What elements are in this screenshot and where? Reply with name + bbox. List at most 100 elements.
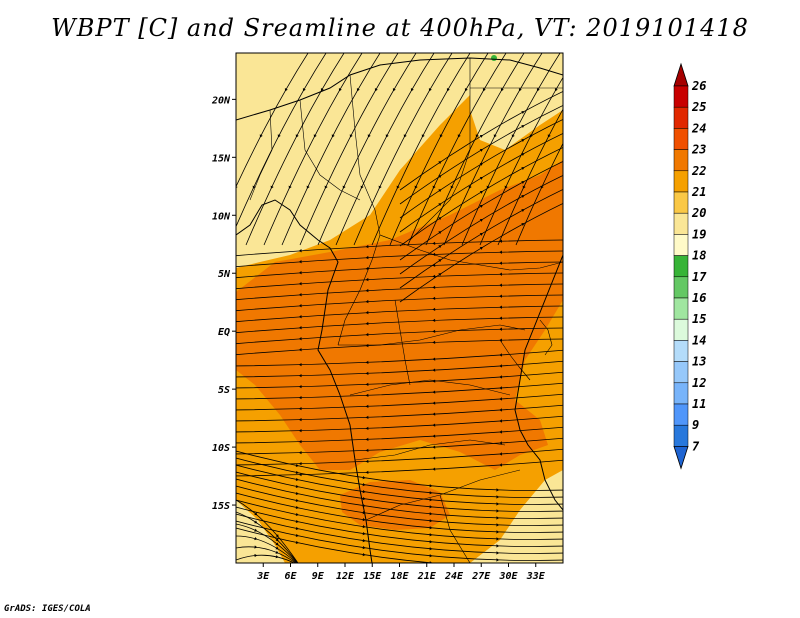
streamline-arrow <box>499 441 503 445</box>
streamline-arrow <box>499 294 502 298</box>
streamline-arrow <box>295 470 299 475</box>
colorbar-label: 26 <box>691 79 706 93</box>
streamline <box>263 53 363 246</box>
streamline-arrow <box>362 524 366 529</box>
streamline-arrow <box>432 340 436 345</box>
streamline-arrow <box>295 498 299 503</box>
streamline-arrow <box>496 516 500 520</box>
streamline-arrow <box>499 408 503 412</box>
streamline <box>236 338 563 356</box>
streamline-arrow <box>295 463 299 468</box>
streamline <box>236 499 299 563</box>
streamline-arrow <box>365 393 369 398</box>
streamline <box>236 283 563 301</box>
colorbar-label: 19 <box>692 227 706 241</box>
field-pale-northeast <box>470 53 563 150</box>
streamline-arrow <box>275 538 279 542</box>
streamline <box>236 546 297 563</box>
streamline-arrow <box>496 509 500 513</box>
streamline-arrow <box>536 88 540 92</box>
streamline-arrow <box>362 552 366 557</box>
streamline-arrow <box>298 362 302 367</box>
streamline-arrow <box>298 282 302 286</box>
streamline-arrow <box>259 134 263 138</box>
streamline-arrow <box>521 181 525 185</box>
credit-label: GrADS: IGES/COLA <box>4 604 91 614</box>
colorbar-swatch <box>673 128 689 150</box>
streamline-arrow <box>499 397 503 401</box>
streamline-arrow <box>385 134 389 138</box>
field-green-spot <box>491 55 497 61</box>
streamline-arrow <box>429 505 433 509</box>
streamline-arrow <box>591 88 594 91</box>
streamline-arrow <box>298 461 302 466</box>
streamline-arrow <box>521 195 525 199</box>
streamline-arrow <box>438 175 442 179</box>
streamline <box>236 382 563 400</box>
streamline <box>236 450 563 491</box>
streamline <box>236 272 563 290</box>
lon-tick-label: 24E <box>444 571 464 582</box>
colorbar-swatch <box>673 149 689 172</box>
field-orange-band <box>236 160 563 470</box>
streamline-arrow <box>295 134 299 138</box>
streamline <box>236 349 563 367</box>
streamline-arrow <box>365 255 369 260</box>
streamline <box>479 76 563 246</box>
streamline <box>236 404 563 422</box>
streamline-arrow <box>432 445 436 449</box>
streamline <box>236 535 298 563</box>
colorbar-label: 17 <box>692 270 707 284</box>
streamline-arrow <box>496 488 500 492</box>
streamline-arrow <box>521 111 525 115</box>
streamline-arrow <box>438 245 442 249</box>
colorbar-label: 15 <box>692 312 706 326</box>
streamline-arrow <box>521 153 525 157</box>
streamline-arrow <box>298 428 302 433</box>
streamline-arrow <box>496 502 500 506</box>
streamline-arrow <box>432 252 436 257</box>
streamline-arrow <box>499 250 502 254</box>
streamline-arrow <box>365 299 369 304</box>
lat-tick-label: 10S <box>212 443 230 454</box>
streamline-arrow <box>349 134 353 138</box>
streamline-arrow <box>298 395 302 400</box>
streamline-arrow <box>511 134 515 138</box>
streamline-arrow <box>429 498 433 502</box>
streamline <box>425 53 525 246</box>
streamline <box>317 53 417 246</box>
streamline-arrow <box>362 496 366 501</box>
streamline-arrow <box>275 550 279 554</box>
streamline-arrow <box>499 430 503 434</box>
streamline-arrow <box>295 526 299 531</box>
streamline-arrow <box>573 88 576 91</box>
colorbar-label: 22 <box>691 164 706 178</box>
streamline-arrow <box>365 448 369 453</box>
streamline-arrow <box>432 456 436 460</box>
streamline-arrow <box>270 185 274 189</box>
streamline-arrow <box>432 318 436 323</box>
streamline-arrow <box>429 533 433 537</box>
lat-tick-label: 10N <box>212 211 231 222</box>
streamline-arrow <box>295 484 299 489</box>
streamline-arrow <box>468 185 472 189</box>
coastlines <box>236 57 563 563</box>
lon-tick-label: 30E <box>498 571 518 582</box>
streamline-arrow <box>432 467 436 471</box>
streamline <box>461 53 561 246</box>
streamline-arrow <box>254 528 258 532</box>
streamline <box>236 511 299 563</box>
streamline <box>236 485 563 526</box>
lat-tick-label: 5S <box>218 385 230 396</box>
streamline-arrow <box>432 368 436 372</box>
colorbar-label: 14 <box>692 333 706 347</box>
streamline-arrow <box>252 185 256 189</box>
streamline-arrow <box>295 540 299 545</box>
streamline-arrow <box>295 533 299 538</box>
streamline-arrow <box>429 484 433 488</box>
streamline <box>236 471 563 512</box>
streamline-arrow <box>432 296 436 301</box>
streamline-arrow <box>438 217 442 221</box>
streamline <box>236 520 563 561</box>
streamline <box>389 53 489 246</box>
